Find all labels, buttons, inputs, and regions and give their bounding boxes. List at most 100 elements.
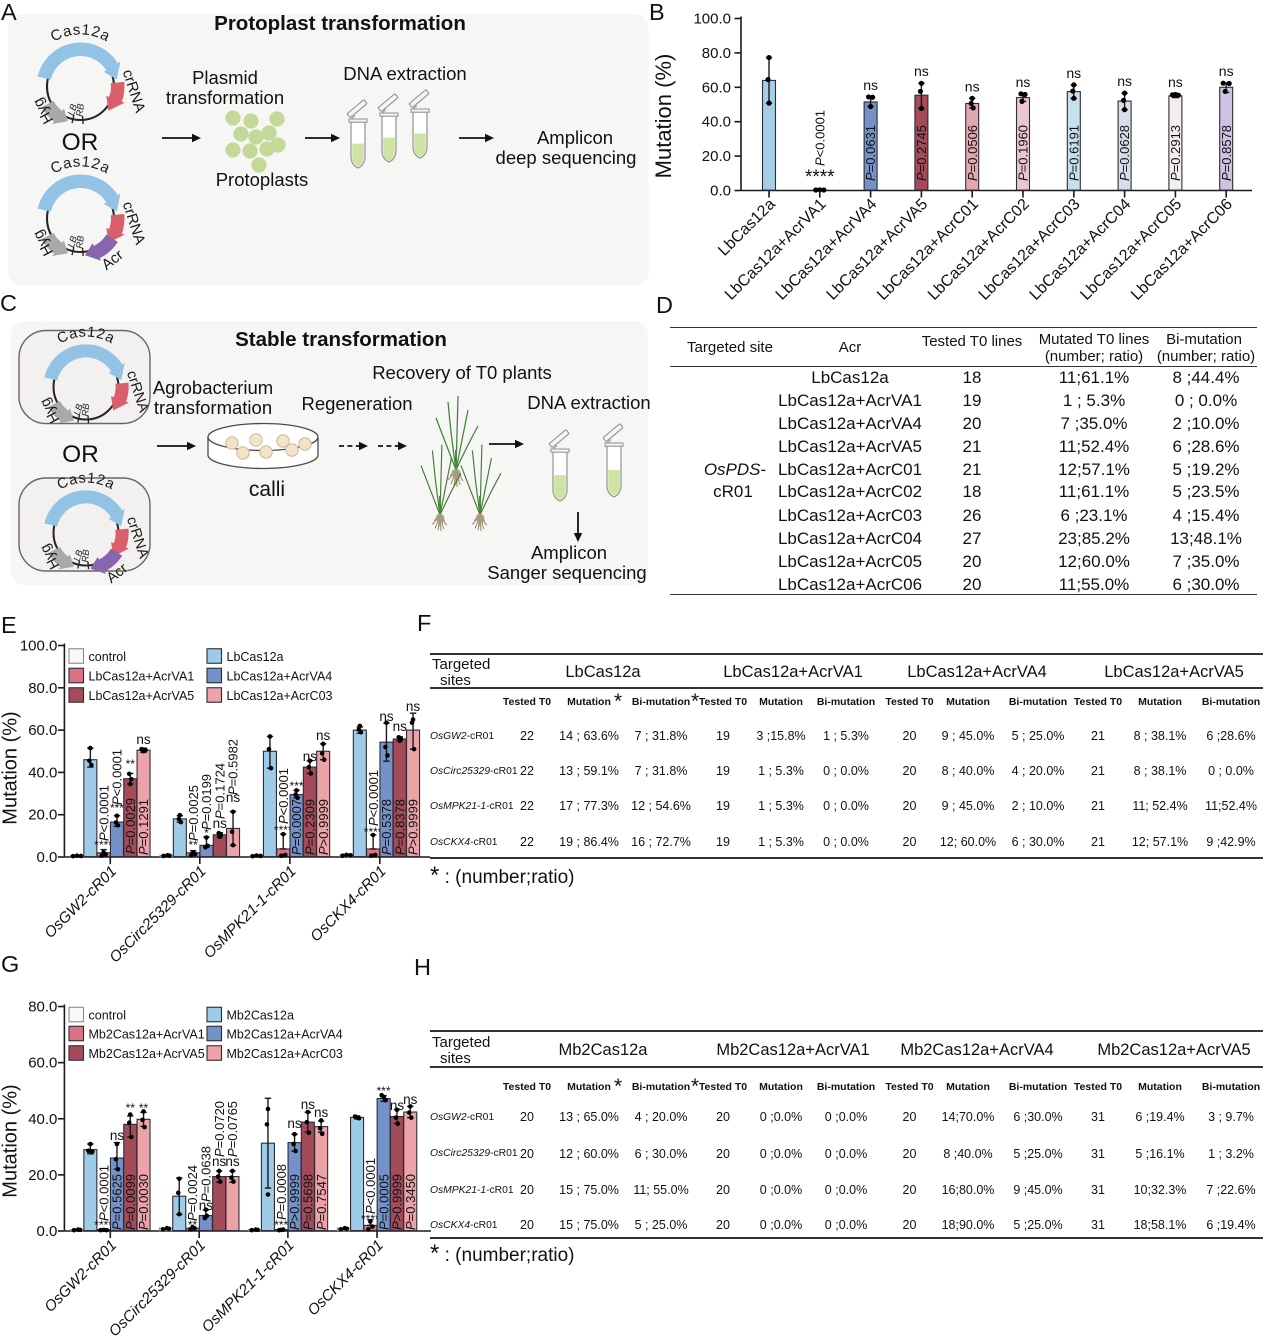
svg-text:ns: ns: [287, 1116, 302, 1131]
svg-text:deep sequencing: deep sequencing: [496, 147, 637, 168]
svg-text:**: **: [126, 757, 136, 771]
svg-text:Mutation (%): Mutation (%): [651, 54, 676, 179]
svg-text:20.0: 20.0: [702, 148, 731, 165]
svg-text:OR: OR: [62, 441, 99, 468]
svg-text:80.0: 80.0: [702, 45, 731, 62]
svg-text:P=0.0720: P=0.0720: [212, 1101, 227, 1157]
svg-text:P>0.9999: P>0.9999: [316, 799, 331, 855]
svg-text:LbCas12a+AcrVA5: LbCas12a+AcrVA5: [89, 689, 195, 703]
svg-text:ns: ns: [314, 1105, 329, 1120]
svg-text:LbCas12a: LbCas12a: [227, 650, 284, 664]
svg-text:ns: ns: [406, 699, 421, 714]
svg-text:P=0.0099: P=0.0099: [123, 1174, 138, 1230]
svg-text:****: ****: [274, 823, 293, 837]
svg-text:40.0: 40.0: [28, 764, 57, 781]
svg-text:P>0.9999: P>0.9999: [406, 799, 421, 855]
svg-text:****: ****: [805, 167, 835, 188]
svg-text:OR: OR: [62, 129, 99, 156]
svg-text:P=0.2309: P=0.2309: [302, 799, 317, 855]
svg-text:LB: LB: [72, 403, 85, 417]
svg-text:20.0: 20.0: [28, 1167, 57, 1184]
svg-text:Cas12a: Cas12a: [55, 470, 118, 493]
svg-text:0.0: 0.0: [710, 183, 731, 200]
svg-text:**: **: [188, 838, 198, 852]
svg-text:Plasmid: Plasmid: [192, 67, 258, 88]
svg-text:RB: RB: [75, 102, 87, 117]
svg-text:ns: ns: [303, 749, 318, 764]
svg-text:P=0.2913: P=0.2913: [1168, 125, 1183, 181]
svg-text:P=0.8578: P=0.8578: [1219, 125, 1234, 181]
svg-text:P=0.7547: P=0.7547: [314, 1174, 329, 1230]
svg-text:OsGW2-cR01: OsGW2-cR01: [41, 863, 120, 942]
svg-text:ns: ns: [199, 1198, 214, 1213]
svg-text:control: control: [89, 1009, 127, 1023]
svg-text:****: ****: [94, 1218, 113, 1232]
svg-text:20.0: 20.0: [28, 807, 57, 824]
svg-text:P=0.0030: P=0.0030: [136, 1174, 151, 1230]
svg-text:P=0.0029: P=0.0029: [123, 798, 138, 854]
svg-text:40.0: 40.0: [28, 1111, 57, 1128]
svg-text:P>0.9999: P>0.9999: [287, 1174, 302, 1230]
svg-text:****: ****: [364, 825, 383, 839]
svg-text:LbCas12a+AcrVA4: LbCas12a+AcrVA4: [227, 670, 333, 684]
svg-text:60.0: 60.0: [28, 722, 57, 739]
svg-text:***: ***: [290, 779, 304, 793]
svg-text:ns: ns: [965, 78, 980, 94]
svg-text:P>0.9999: P>0.9999: [390, 1174, 405, 1230]
svg-text:ns: ns: [914, 63, 929, 79]
svg-text:Mb2Cas12a+AcrC03: Mb2Cas12a+AcrC03: [227, 1047, 343, 1061]
svg-text:LB: LB: [66, 102, 80, 117]
svg-text:ns: ns: [1168, 74, 1183, 90]
svg-text:P=0.0628: P=0.0628: [1117, 125, 1132, 181]
svg-text:100.0: 100.0: [20, 638, 58, 655]
svg-text:Stable transformation: Stable transformation: [235, 328, 447, 351]
svg-text:LB: LB: [66, 234, 80, 249]
svg-text:P=0.0007: P=0.0007: [289, 799, 304, 855]
svg-text:control: control: [89, 650, 127, 664]
svg-text:LbCas12a+AcrVA1: LbCas12a+AcrVA1: [89, 670, 195, 684]
svg-text:0.0: 0.0: [37, 1223, 58, 1240]
svg-text:P<0.0001: P<0.0001: [812, 110, 827, 166]
svg-text:***: ***: [110, 801, 124, 815]
svg-text:ns: ns: [393, 719, 408, 734]
svg-text:P=0.0638: P=0.0638: [198, 1146, 213, 1202]
svg-text:ns: ns: [403, 1092, 418, 1107]
svg-text:OsCirc25329-cR01: OsCirc25329-cR01: [106, 863, 209, 966]
svg-text:P=0.5982: P=0.5982: [226, 739, 241, 795]
svg-text:Regeneration: Regeneration: [301, 393, 412, 414]
svg-text:RB: RB: [80, 403, 91, 417]
svg-text:P<0.0001: P<0.0001: [366, 770, 381, 826]
svg-text:Amplicon: Amplicon: [531, 542, 607, 563]
svg-text:ns: ns: [1219, 63, 1234, 79]
svg-text:transformation: transformation: [166, 87, 284, 108]
svg-text:DNA extraction: DNA extraction: [343, 63, 466, 84]
svg-text:ns: ns: [301, 1097, 316, 1112]
svg-text:P<0.0001: P<0.0001: [110, 749, 125, 805]
svg-text:ns: ns: [225, 1154, 240, 1169]
svg-text:60.0: 60.0: [28, 1055, 57, 1072]
svg-text:100.0: 100.0: [693, 11, 731, 28]
svg-text:Mb2Cas12a+AcrVA4: Mb2Cas12a+AcrVA4: [227, 1028, 343, 1042]
svg-text:ns: ns: [110, 1128, 125, 1143]
svg-text:DNA extraction: DNA extraction: [527, 392, 650, 413]
svg-text:P=0.0506: P=0.0506: [965, 125, 980, 181]
svg-text:ns: ns: [390, 1098, 405, 1113]
svg-text:LB: LB: [72, 549, 85, 563]
svg-text:OsMPK21-1-cR01: OsMPK21-1-cR01: [199, 1237, 298, 1336]
svg-text:Agrobacterium: Agrobacterium: [153, 377, 273, 398]
svg-text:**: **: [126, 1101, 136, 1115]
svg-text:Protoplasts: Protoplasts: [216, 169, 309, 190]
svg-text:RB: RB: [75, 234, 87, 249]
svg-text:P=0.0005: P=0.0005: [376, 1174, 391, 1230]
svg-text:ns: ns: [1016, 74, 1031, 90]
svg-text:P=0.8378: P=0.8378: [392, 799, 407, 855]
svg-text:ns: ns: [316, 728, 331, 743]
svg-text:P=0.1724: P=0.1724: [212, 763, 227, 819]
svg-text:**: **: [139, 1101, 149, 1115]
svg-text:80.0: 80.0: [28, 999, 57, 1016]
svg-text:ns: ns: [863, 77, 878, 93]
svg-text:***: ***: [274, 1218, 288, 1232]
svg-text:Protoplast transformation: Protoplast transformation: [214, 12, 466, 35]
svg-text:Mutation (%): Mutation (%): [0, 1084, 22, 1197]
svg-text:P<0.0001: P<0.0001: [363, 1158, 378, 1214]
